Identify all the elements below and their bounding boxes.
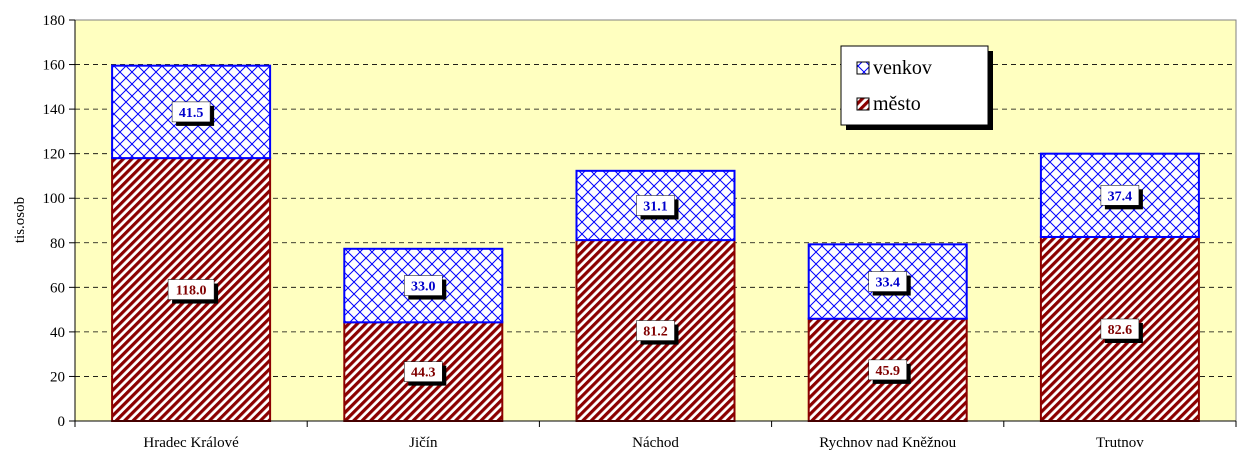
axes: 0 20 40 60 80 100 120 140 160 180 Hradec Králové Ji… [43, 13, 1237, 451]
data-label-box [404, 361, 443, 382]
y-tick-label: 0 [58, 414, 66, 430]
y-axis-label: tis.osob [12, 197, 28, 243]
y-tick-label: 40 [50, 325, 65, 341]
data-label-mesto: 45.9 [875, 364, 900, 379]
y-tick-label: 20 [50, 369, 65, 385]
data-label-box [167, 279, 215, 300]
x-tick-label: Náchod [632, 435, 679, 451]
data-label-venkov: 31.1 [643, 199, 668, 214]
legend-label-venkov: venkov [873, 57, 932, 79]
x-tick-label: Rychnov nad Kněžnou [819, 435, 956, 451]
data-label-box [171, 101, 211, 123]
y-tick-label: 60 [50, 280, 65, 296]
data-label-venkov: 41.5 [179, 106, 204, 121]
x-tick-label: Jičín [409, 435, 438, 451]
data-label-mesto: 81.2 [643, 325, 668, 340]
data-label-mesto: 44.3 [411, 366, 436, 381]
x-tick-label: Hradec Králové [143, 435, 239, 451]
y-tick-label: 80 [50, 236, 65, 252]
y-tick-label: 120 [43, 147, 66, 163]
legend-swatch-mesto [856, 97, 870, 111]
data-label-box [1100, 318, 1140, 340]
legend-swatch-venkov [856, 61, 870, 75]
data-labels: 118.0 41.5 44.3 33.0 81.2 31.1 45.9 33.4 82.6 37.… [167, 101, 1143, 386]
data-label-box [868, 271, 907, 292]
data-label-box [636, 320, 675, 341]
data-label-venkov: 37.4 [1108, 189, 1133, 204]
x-tick-label: Trutnov [1096, 435, 1144, 451]
data-label-box [636, 195, 675, 216]
y-tick-label: 180 [43, 13, 66, 29]
bar-venkov-rychnov-nad-kneznou [807, 243, 968, 320]
y-tick-label: 100 [43, 191, 66, 207]
y-tick-label: 160 [43, 58, 66, 74]
data-label-mesto: 82.6 [1108, 323, 1133, 338]
legend-box [840, 45, 989, 126]
data-label-box [404, 275, 443, 296]
data-label-box [1100, 185, 1140, 206]
data-label-venkov: 33.4 [875, 276, 900, 291]
data-label-box [868, 359, 907, 381]
legend-label-mesto: město [873, 93, 921, 115]
y-tick-label: 140 [43, 102, 66, 118]
data-label-venkov: 33.0 [411, 280, 436, 295]
data-label-mesto: 118.0 [176, 284, 207, 299]
legend: venkov město [840, 45, 993, 130]
